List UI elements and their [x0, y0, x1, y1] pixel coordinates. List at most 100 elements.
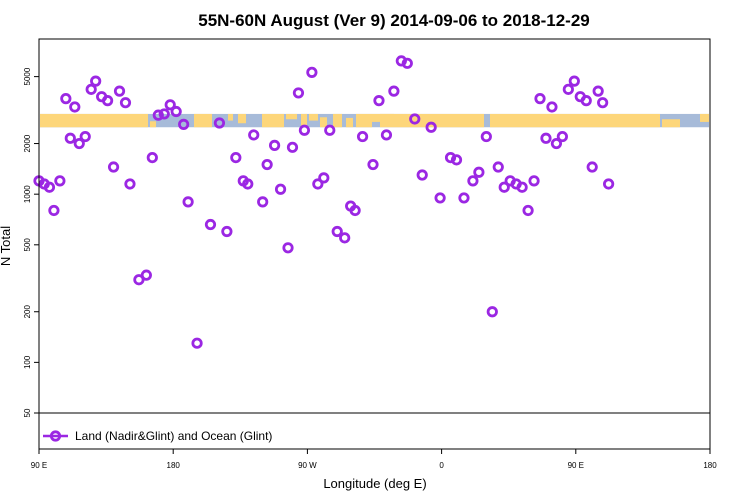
- y-tick-label: 2000: [23, 134, 32, 152]
- data-point: [339, 232, 351, 244]
- map-land-14: [380, 113, 484, 128]
- data-point: [416, 169, 428, 181]
- x-tick-label: 0: [439, 461, 444, 470]
- data-point: [242, 178, 254, 190]
- map-land-3: [228, 113, 233, 121]
- data-point: [458, 192, 470, 204]
- data-point: [178, 118, 190, 130]
- data-point: [306, 66, 318, 78]
- data-point: [54, 175, 66, 187]
- x-tick-label: 90 E: [568, 461, 584, 470]
- data-point: [592, 85, 604, 97]
- data-point: [298, 124, 311, 136]
- data-point: [562, 83, 574, 95]
- map-land-11: [346, 117, 353, 128]
- map-land-2: [194, 113, 212, 128]
- y-tick-label: 5000: [23, 67, 32, 85]
- data-point: [434, 192, 446, 204]
- data-point: [101, 95, 114, 107]
- data-point: [356, 130, 369, 143]
- data-point: [158, 108, 170, 120]
- plot-panel: [33, 55, 709, 349]
- data-point: [480, 130, 492, 143]
- data-point: [324, 124, 336, 136]
- data-point: [534, 93, 546, 105]
- data-point: [546, 101, 558, 113]
- data-points: [33, 55, 615, 349]
- data-point: [444, 151, 457, 164]
- data-point: [286, 141, 299, 153]
- map-land-1: [150, 121, 156, 128]
- data-point: [492, 161, 504, 173]
- data-point: [85, 83, 97, 95]
- map-land-5: [262, 113, 284, 128]
- data-point: [401, 57, 413, 69]
- data-point: [170, 105, 182, 118]
- x-tick-label: 90 E: [31, 461, 47, 470]
- y-tick-label: 1000: [23, 185, 32, 203]
- x-tick-label: 180: [703, 461, 717, 470]
- data-point: [124, 178, 136, 190]
- legend-marker: [49, 430, 62, 442]
- data-point: [597, 97, 609, 109]
- plot-frame: [38, 38, 711, 450]
- data-point: [467, 175, 479, 187]
- legend-label: Land (Nadir&Glint) and Ocean (Glint): [75, 429, 272, 443]
- data-point: [182, 196, 194, 208]
- data-point: [133, 274, 145, 286]
- data-point: [318, 172, 330, 184]
- x-tick-label: 180: [167, 461, 181, 470]
- data-point: [119, 97, 132, 109]
- data-point: [486, 306, 498, 318]
- data-point: [248, 129, 260, 141]
- data-point: [164, 99, 176, 111]
- y-tick-label: 100: [23, 355, 32, 369]
- data-point: [146, 151, 158, 164]
- data-point: [425, 121, 437, 133]
- y-tick-label: 50: [23, 408, 32, 417]
- data-point: [367, 158, 379, 171]
- data-point: [257, 196, 269, 208]
- map-land-10: [333, 113, 342, 128]
- x-axis-label: Longitude (deg E): [323, 476, 426, 491]
- y-tick-label: 500: [23, 238, 32, 252]
- x-tick-label: 90 W: [298, 461, 317, 470]
- data-point: [380, 129, 393, 141]
- data-point: [528, 175, 540, 187]
- map-land-0: [40, 113, 148, 128]
- data-point: [268, 139, 281, 151]
- data-point: [312, 178, 324, 190]
- data-point: [69, 101, 81, 113]
- map-land-6: [286, 113, 297, 120]
- data-point: [409, 113, 421, 125]
- data-point: [282, 242, 294, 254]
- data-point: [204, 218, 217, 231]
- map-land-12: [356, 113, 372, 128]
- data-point: [540, 132, 552, 144]
- data-point: [349, 204, 361, 217]
- data-point: [73, 137, 85, 150]
- data-point: [580, 95, 592, 107]
- data-point: [213, 117, 226, 129]
- y-axis-label: N Total: [0, 226, 13, 266]
- world-map-band: [40, 113, 709, 128]
- data-point: [90, 75, 102, 87]
- data-point: [64, 132, 76, 144]
- map-land-4: [238, 113, 246, 124]
- data-point: [586, 161, 598, 173]
- data-point: [516, 181, 528, 193]
- data-point: [450, 154, 463, 166]
- data-point: [221, 225, 233, 238]
- data-point: [113, 85, 126, 97]
- data-point: [107, 161, 120, 173]
- data-point: [498, 181, 510, 193]
- data-point: [373, 95, 385, 107]
- data-point: [140, 269, 152, 281]
- map-land-16: [662, 119, 680, 128]
- data-point: [60, 93, 72, 105]
- data-point: [43, 181, 56, 193]
- data-point: [568, 75, 580, 87]
- legend: Land (Nadir&Glint) and Ocean (Glint): [43, 429, 272, 443]
- chart-title: 55N-60N August (Ver 9) 2014-09-06 to 201…: [198, 11, 590, 30]
